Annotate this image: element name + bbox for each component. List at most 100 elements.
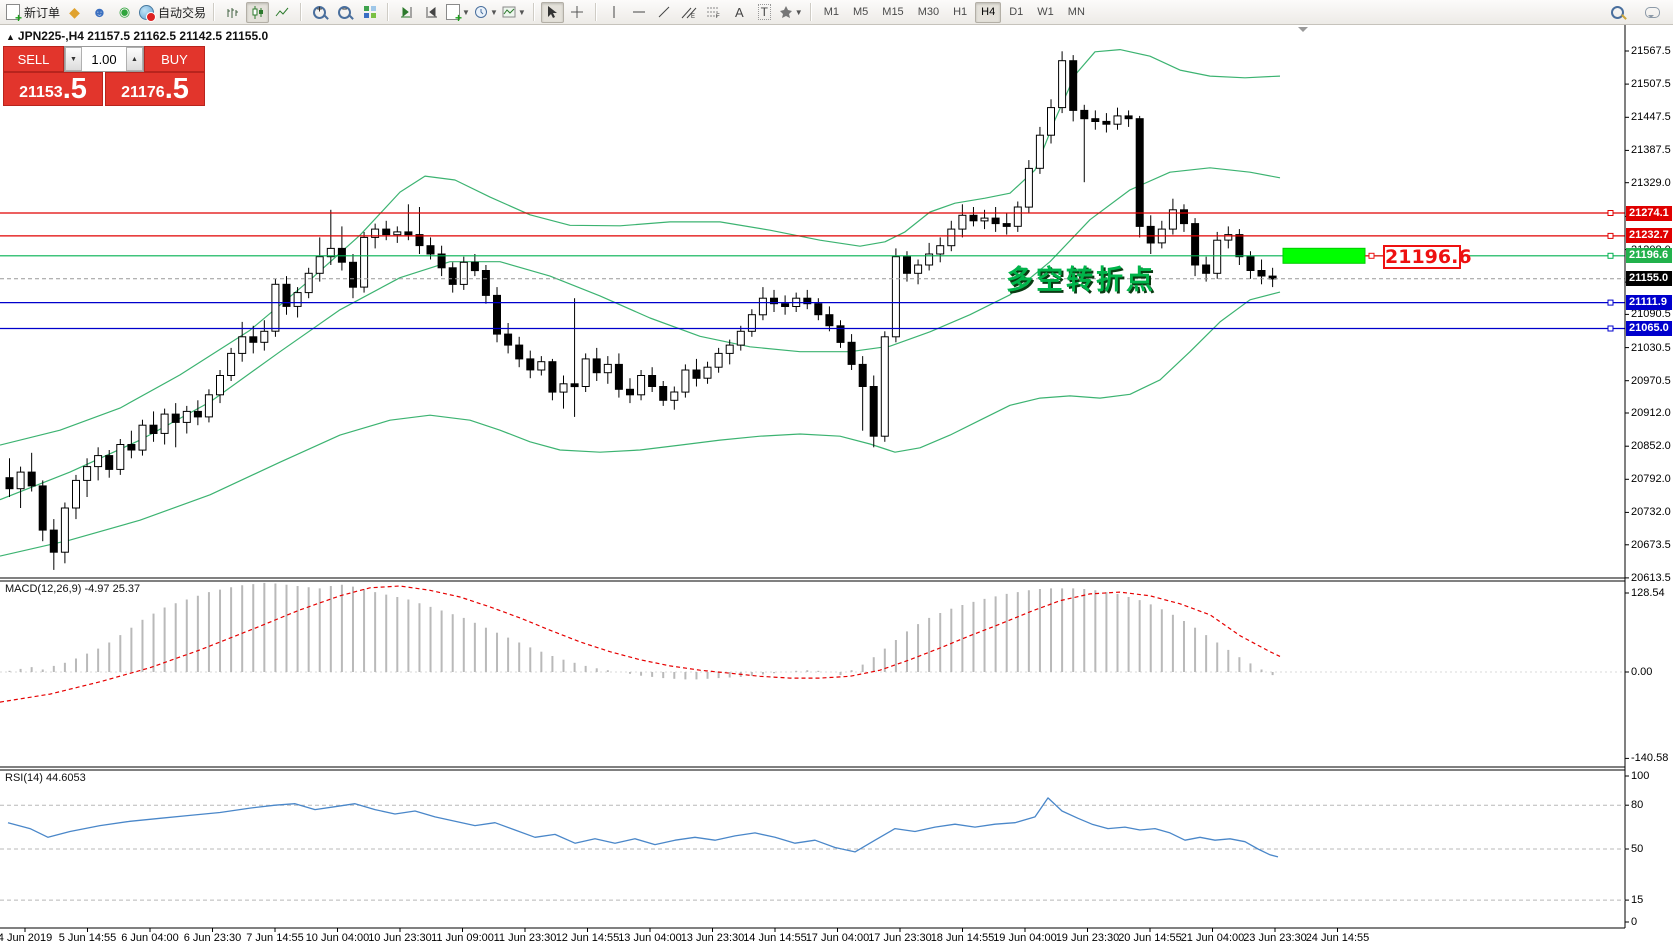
chat-button[interactable] bbox=[1641, 2, 1664, 23]
level-price-tag: 21232.7 bbox=[1626, 228, 1672, 243]
candle-body bbox=[1168, 209, 1177, 230]
horizontal-line-button[interactable] bbox=[628, 2, 651, 23]
candle-body bbox=[570, 383, 579, 388]
tile-windows-button[interactable] bbox=[358, 2, 381, 23]
candle-body bbox=[315, 256, 324, 274]
volume-input[interactable] bbox=[82, 47, 126, 71]
candle-body bbox=[426, 245, 435, 255]
time-axis-label: 13 Jun 04:00 bbox=[618, 932, 682, 944]
price-tick-label: 20732.0 bbox=[1631, 506, 1671, 518]
collapse-triangle-icon[interactable]: ▲ bbox=[6, 32, 15, 42]
macd-tick-label: 0.00 bbox=[1631, 666, 1653, 678]
templates-button[interactable]: ▼ bbox=[501, 2, 527, 23]
timeframe-w1-button[interactable]: W1 bbox=[1037, 5, 1054, 18]
rsi-tick-label: 80 bbox=[1631, 799, 1644, 811]
new-order-button[interactable]: + 新订单 bbox=[5, 2, 61, 24]
zoom-out-button[interactable]: − bbox=[333, 2, 356, 23]
bar-chart-button[interactable] bbox=[221, 2, 244, 23]
level-line-handle[interactable] bbox=[1607, 299, 1614, 306]
clock-icon bbox=[474, 6, 487, 18]
fibonacci-button[interactable]: F bbox=[703, 2, 726, 23]
timeframe-m5-button[interactable]: M5 bbox=[853, 5, 869, 18]
chart-text-annotation[interactable]: 多空转折点 bbox=[1006, 265, 1156, 295]
price-tick-label: 21387.5 bbox=[1631, 144, 1671, 156]
chart-shift-button[interactable] bbox=[395, 2, 418, 23]
volume-decrease-button[interactable]: ▼ bbox=[65, 47, 82, 71]
candle-body bbox=[1224, 234, 1233, 241]
price-divider bbox=[103, 72, 105, 106]
timeframe-m15-button[interactable]: M15 bbox=[882, 5, 904, 18]
level-line-handle[interactable] bbox=[1607, 325, 1614, 332]
market-watch-button[interactable]: ◆ bbox=[63, 2, 86, 23]
timeframe-h1-button[interactable]: H1 bbox=[953, 5, 968, 18]
chevron-down-icon: ▼ bbox=[489, 7, 498, 17]
candle-body bbox=[481, 270, 490, 296]
toolbar-separator bbox=[213, 3, 216, 21]
candle-body bbox=[27, 471, 36, 487]
candle-body bbox=[493, 294, 501, 335]
candle-body bbox=[581, 358, 590, 387]
time-axis-label: 6 Jun 23:30 bbox=[183, 932, 242, 944]
accounts-button[interactable]: ☻ bbox=[88, 2, 111, 23]
candle-body bbox=[747, 314, 756, 332]
timeframe-d1-button[interactable]: D1 bbox=[1009, 5, 1024, 18]
auto-trading-button[interactable]: 自动交易 bbox=[138, 2, 207, 23]
candle-body bbox=[1135, 118, 1144, 227]
sell-button[interactable]: SELL bbox=[3, 46, 64, 72]
candle-body bbox=[38, 485, 47, 531]
candle-body bbox=[249, 336, 258, 343]
zoom-in-button[interactable]: + bbox=[308, 2, 331, 23]
highlight-bar[interactable] bbox=[1282, 247, 1366, 264]
candle-body bbox=[293, 292, 302, 307]
crosshair-button[interactable] bbox=[566, 2, 589, 23]
symbol-ohlc-line: ▲ JPN225-,H4 21157.5 21162.5 21142.5 2115… bbox=[6, 29, 269, 43]
price-callout-box[interactable]: 21196.6 bbox=[1383, 245, 1472, 269]
signals-button[interactable]: ◉ bbox=[113, 2, 136, 23]
search-button[interactable] bbox=[1606, 2, 1629, 23]
candle-body bbox=[858, 363, 867, 387]
time-axis-label: 19 Jun 23:30 bbox=[1055, 932, 1120, 944]
chevron-down-icon: ▼ bbox=[462, 7, 470, 17]
time-axis-label: 17 Jun 23:30 bbox=[868, 932, 932, 944]
channel-button[interactable]: E bbox=[678, 2, 701, 23]
toolbar: + 新订单 ◆ ☻ ◉ 自动交易 + − bbox=[0, 0, 1673, 25]
level-line-handle[interactable] bbox=[1607, 232, 1614, 239]
auto-scroll-button[interactable] bbox=[420, 2, 443, 23]
period-button[interactable]: ▼ bbox=[473, 2, 499, 23]
price-tick-label: 21329.0 bbox=[1631, 177, 1671, 189]
text-tool-button[interactable]: A bbox=[728, 2, 751, 23]
toolbar-separator bbox=[300, 3, 303, 21]
candlestick-chart-button[interactable] bbox=[246, 1, 270, 23]
candle-body bbox=[947, 228, 956, 247]
level-line-handle[interactable] bbox=[1607, 252, 1614, 259]
timeframe-m1-button[interactable]: M1 bbox=[823, 5, 839, 18]
timeframe-h4-button[interactable]: H4 bbox=[975, 1, 1002, 23]
candle-body bbox=[1069, 60, 1078, 111]
line-chart-button[interactable] bbox=[271, 2, 294, 23]
timeframe-m30-button[interactable]: M30 bbox=[917, 5, 940, 18]
vertical-line-button[interactable] bbox=[603, 2, 626, 23]
sell-price[interactable]: 21153.5 bbox=[3, 72, 103, 106]
time-axis-label: 11 Jun 09:00 bbox=[431, 932, 494, 944]
trendline-button[interactable] bbox=[653, 2, 676, 23]
candle-body bbox=[1013, 206, 1022, 227]
candle-body bbox=[193, 410, 202, 418]
cursor-button[interactable] bbox=[540, 1, 564, 23]
search-icon bbox=[1611, 6, 1624, 19]
candle-body bbox=[847, 341, 856, 365]
callout-handle[interactable] bbox=[1368, 252, 1375, 259]
level-line-handle[interactable] bbox=[1607, 210, 1614, 216]
toolbar-separator bbox=[387, 3, 390, 21]
price-tick-label: 21030.5 bbox=[1631, 342, 1671, 354]
timeframe-mn-button[interactable]: MN bbox=[1067, 5, 1085, 18]
buy-button[interactable]: BUY bbox=[144, 46, 205, 72]
shapes-button[interactable]: ▼ bbox=[778, 2, 804, 23]
chart-shift-marker-icon[interactable] bbox=[1298, 27, 1308, 37]
candle-body bbox=[515, 344, 524, 360]
new-chart-button[interactable]: + ▼ bbox=[445, 2, 471, 24]
volume-increase-button[interactable]: ▲ bbox=[126, 47, 143, 71]
buy-price[interactable]: 21176.5 bbox=[105, 72, 205, 106]
label-tool-button[interactable]: T bbox=[753, 2, 776, 23]
candle-body bbox=[504, 333, 513, 346]
